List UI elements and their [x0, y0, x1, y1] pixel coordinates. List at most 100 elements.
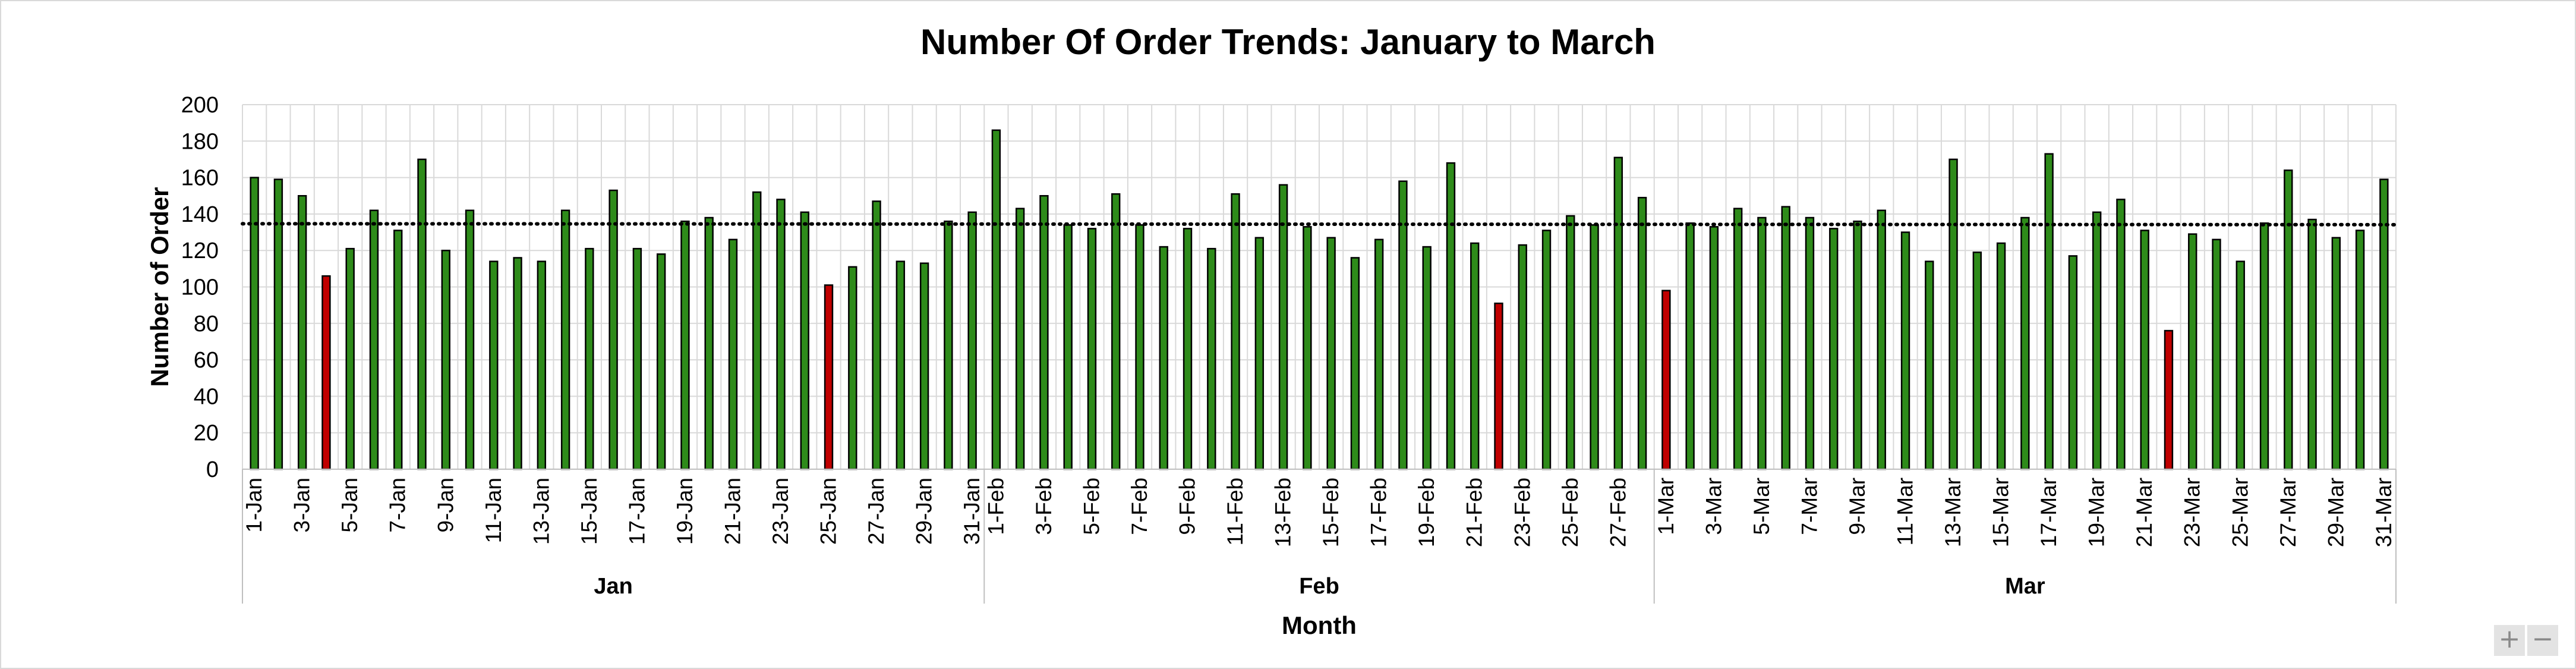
- bar: [2236, 260, 2245, 470]
- bar: [608, 189, 618, 470]
- y-tick-label: 120: [181, 238, 219, 263]
- month-group-label: Mar: [2005, 574, 2045, 599]
- x-tick-label: 3-Mar: [1701, 478, 1726, 535]
- bar: [2331, 237, 2341, 470]
- x-tick-label: 23-Mar: [2180, 478, 2205, 547]
- bar: [1111, 193, 1121, 470]
- bar: [728, 238, 738, 470]
- x-tick-label: 11-Feb: [1223, 478, 1247, 546]
- bar: [919, 262, 929, 470]
- x-tick-label: 3-Feb: [1032, 478, 1056, 535]
- bar: [1661, 290, 1671, 470]
- x-tick-label: 13-Jan: [529, 478, 553, 545]
- bar: [848, 266, 857, 470]
- x-tick-label: 15-Feb: [1319, 478, 1343, 547]
- zoom-controls: + −: [2494, 625, 2558, 656]
- x-tick-label: 25-Feb: [1558, 478, 1582, 547]
- bar: [1637, 197, 1647, 470]
- bar: [1518, 244, 1527, 470]
- x-tick-label: 3-Jan: [290, 478, 314, 533]
- x-tick-label: 25-Mar: [2228, 478, 2252, 547]
- bar: [2259, 222, 2269, 470]
- bar: [2284, 169, 2293, 470]
- x-tick-label: 13-Feb: [1271, 478, 1295, 547]
- x-tick-label: 7-Jan: [386, 478, 410, 533]
- x-tick-label: 13-Mar: [1941, 478, 1965, 547]
- bar: [944, 220, 953, 470]
- x-tick-label: 9-Feb: [1175, 478, 1200, 535]
- x-tick-label: 7-Mar: [1797, 478, 1821, 535]
- bar: [560, 209, 570, 470]
- bar: [513, 257, 522, 470]
- bar: [1590, 224, 1599, 470]
- x-tick-label: 11-Mar: [1893, 478, 1918, 545]
- bar: [1685, 222, 1695, 470]
- x-tick-label: 11-Jan: [481, 478, 506, 543]
- x-tick-label: 1-Jan: [242, 478, 266, 533]
- y-tick-label: 180: [181, 129, 219, 154]
- y-tick-label: 20: [194, 421, 219, 446]
- x-tick-label: 5-Feb: [1079, 478, 1103, 535]
- x-tick-label: 15-Mar: [1989, 478, 2013, 547]
- bar: [369, 209, 379, 470]
- x-tick-label: 25-Jan: [816, 478, 841, 545]
- x-tick-label: 17-Feb: [1367, 478, 1391, 547]
- y-tick-label: 60: [194, 348, 219, 373]
- bar: [1733, 208, 1743, 470]
- x-tick-label: 31-Mar: [2372, 478, 2396, 547]
- bar: [2020, 216, 2030, 470]
- bar: [1470, 242, 1480, 470]
- bar: [2068, 255, 2078, 470]
- bar: [1422, 246, 1432, 470]
- bar: [1972, 252, 1982, 470]
- bar: [1925, 260, 1934, 470]
- y-tick-label: 160: [181, 166, 219, 191]
- bar: [250, 177, 259, 470]
- bar: [1613, 156, 1623, 470]
- month-group-label: Jan: [594, 574, 632, 599]
- bar: [1015, 208, 1025, 470]
- bar: [1303, 226, 1312, 470]
- zoom-out-button[interactable]: −: [2527, 625, 2558, 656]
- bar: [1446, 162, 1456, 470]
- bar: [1278, 184, 1288, 470]
- x-tick-label: 29-Mar: [2323, 478, 2348, 547]
- x-tick-label: 19-Feb: [1414, 478, 1439, 547]
- x-tick-label: 19-Mar: [2085, 478, 2109, 547]
- bar: [656, 253, 666, 470]
- bar: [1877, 209, 1886, 470]
- bar: [1948, 158, 1958, 470]
- bar: [1900, 231, 1910, 470]
- bar: [1183, 228, 1193, 470]
- x-tick-label: 23-Feb: [1510, 478, 1534, 547]
- bar: [2116, 199, 2126, 470]
- bar: [2044, 153, 2054, 470]
- y-axis-title: Number of Order: [146, 187, 174, 387]
- y-tick-label: 40: [194, 384, 219, 409]
- bar: [537, 260, 547, 470]
- bar: [1207, 247, 1216, 470]
- bar: [1254, 237, 1265, 470]
- x-tick-label: 21-Jan: [720, 478, 745, 545]
- bar: [896, 260, 906, 470]
- x-tick-label: 17-Jan: [625, 478, 649, 545]
- x-tick-label: 9-Jan: [433, 478, 458, 533]
- bar: [1757, 216, 1767, 470]
- x-tick-label: 1-Mar: [1654, 478, 1678, 535]
- x-tick-label: 17-Mar: [2036, 478, 2061, 547]
- x-tick-label: 23-Jan: [768, 478, 793, 545]
- bar: [2355, 230, 2365, 470]
- bar: [1853, 220, 1862, 470]
- bar: [2188, 233, 2197, 470]
- bar: [967, 211, 977, 470]
- x-tick-label: 21-Feb: [1462, 478, 1487, 547]
- bar: [2092, 211, 2102, 470]
- bar: [1494, 302, 1503, 470]
- trendline: [241, 222, 2398, 227]
- zoom-in-button[interactable]: +: [2494, 625, 2525, 656]
- bar: [680, 220, 690, 470]
- bar: [2212, 238, 2221, 470]
- bar: [1159, 246, 1168, 470]
- bar: [465, 209, 475, 470]
